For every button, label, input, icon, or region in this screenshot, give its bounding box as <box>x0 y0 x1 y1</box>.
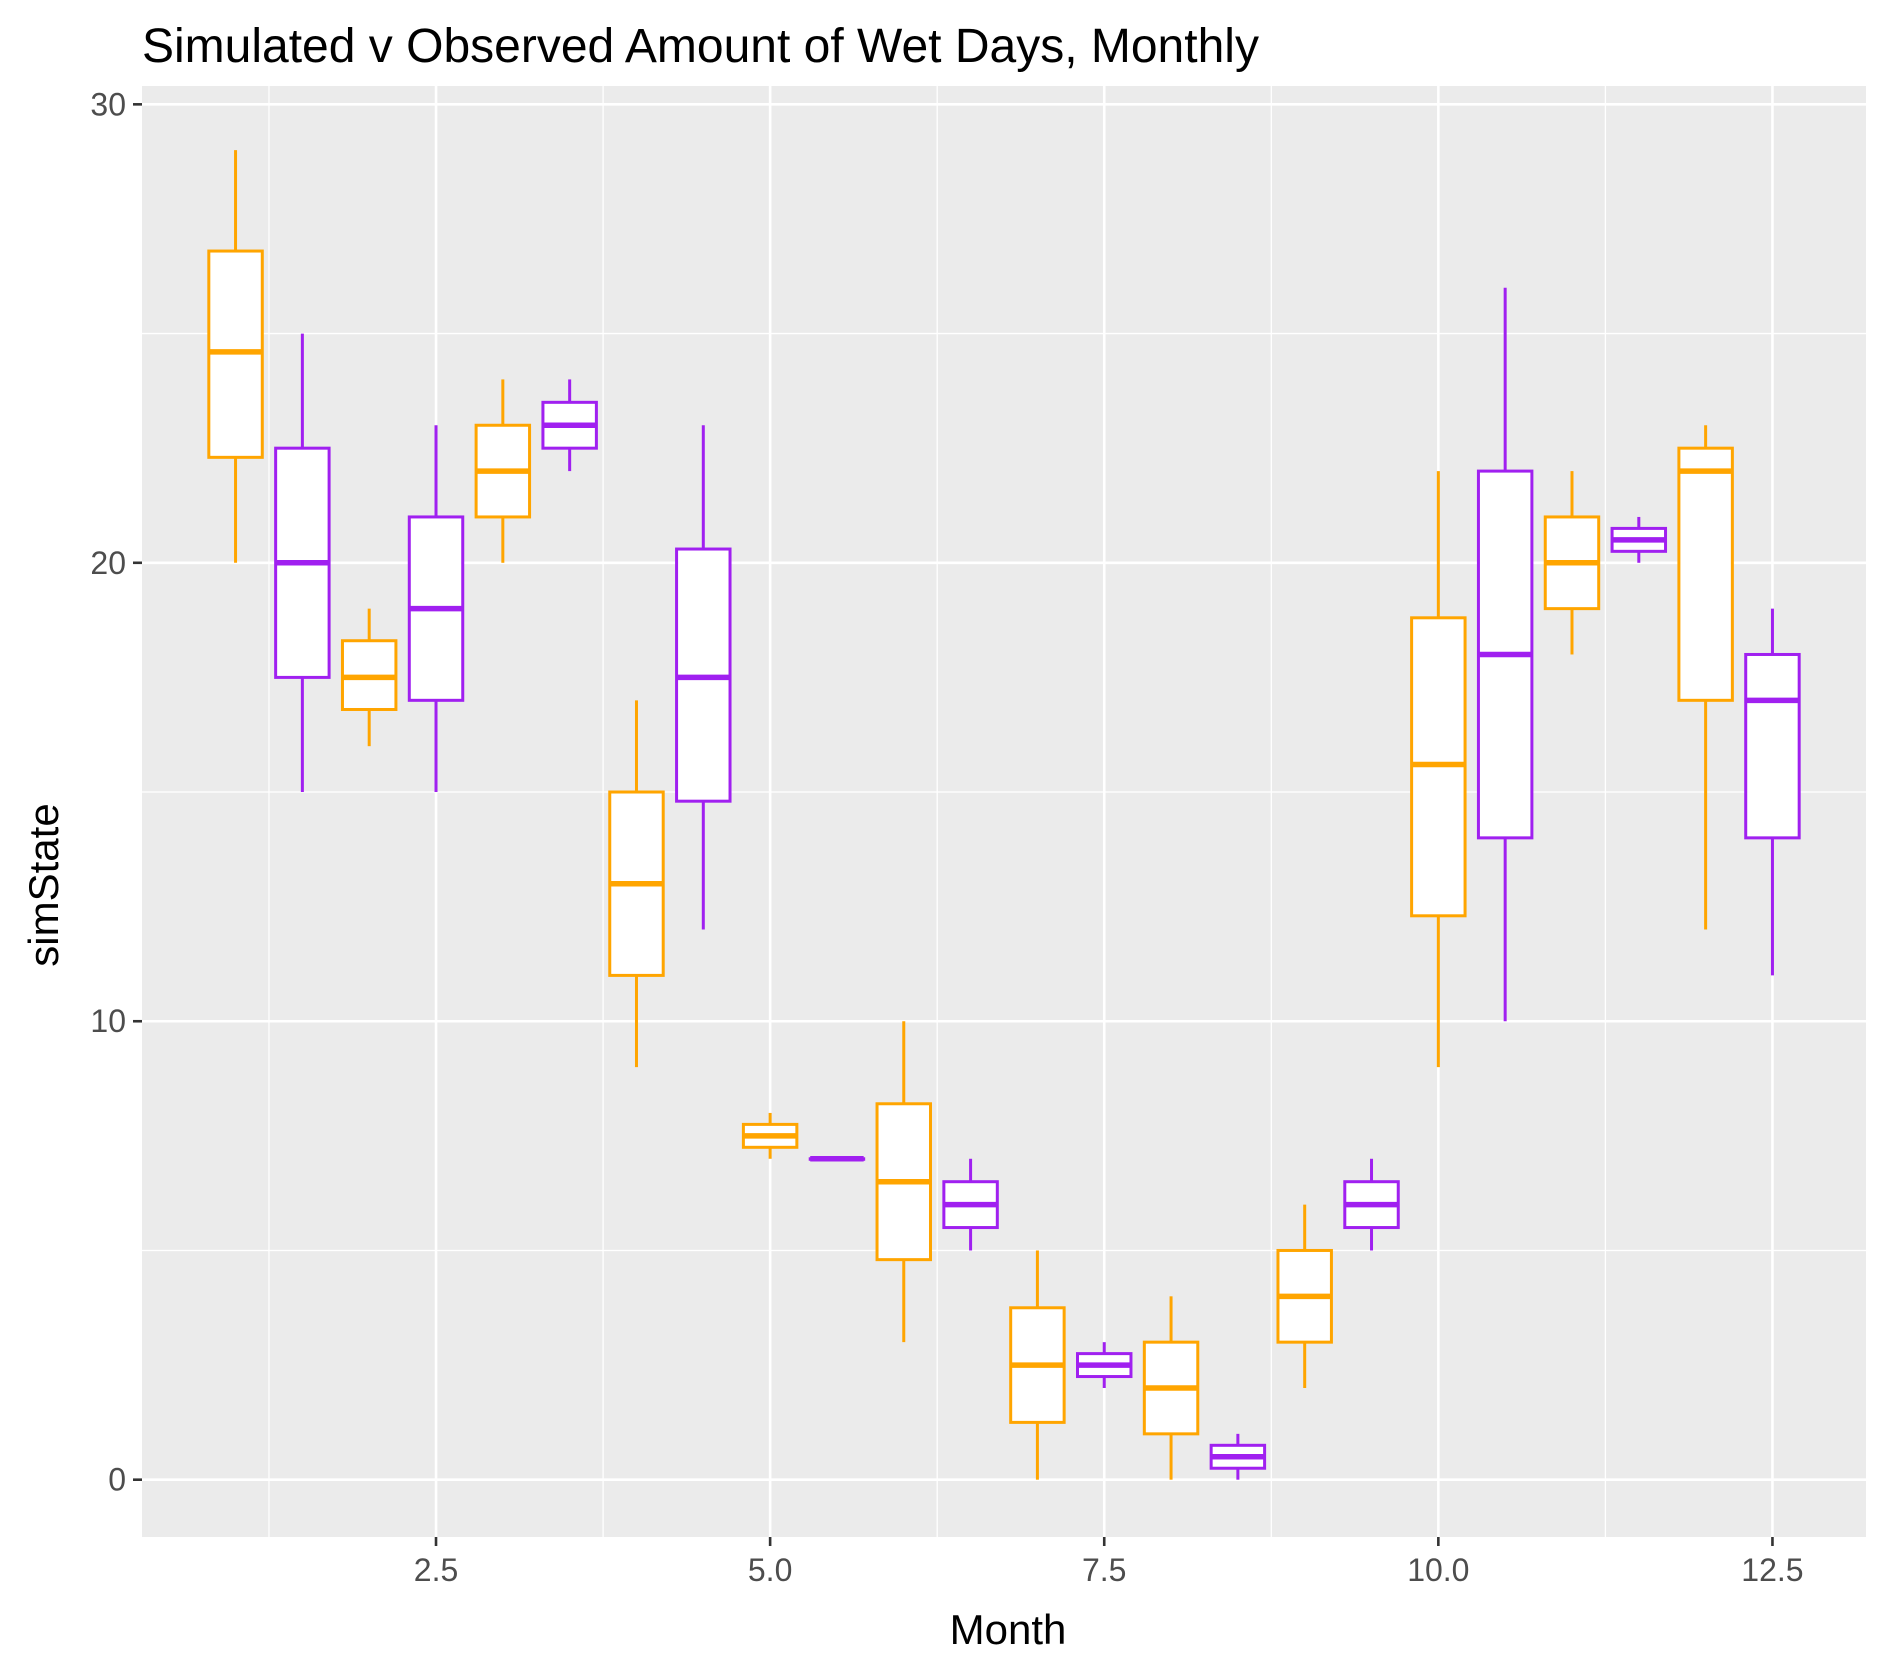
chart-title: Simulated v Observed Amount of Wet Days,… <box>142 20 1259 73</box>
box <box>1410 471 1467 1068</box>
box <box>1076 1342 1133 1389</box>
box <box>1009 1250 1066 1480</box>
box <box>1142 1296 1200 1480</box>
box <box>1276 1204 1333 1389</box>
box <box>407 425 465 793</box>
box <box>274 333 331 793</box>
panel-background <box>142 86 1866 1537</box>
x-tick-label: 12.5 <box>1741 1552 1803 1588</box>
box <box>1209 1433 1267 1480</box>
box <box>875 1021 932 1343</box>
y-tick-label: 20 <box>90 545 126 581</box>
y-tick-label: 0 <box>108 1462 126 1498</box>
box <box>608 700 665 1068</box>
box <box>207 150 264 563</box>
box <box>675 425 732 930</box>
box <box>474 379 532 563</box>
box <box>808 1156 866 1162</box>
box-body <box>1677 446 1734 702</box>
x-tick-label: 2.5 <box>414 1552 458 1588</box>
x-tick-label: 5.0 <box>748 1552 792 1588</box>
box-series <box>207 150 1801 1480</box>
box <box>1476 287 1534 1022</box>
box <box>1744 608 1801 976</box>
x-axis-label: Month <box>950 1606 1067 1653</box>
box <box>1343 1158 1400 1251</box>
box <box>942 1158 999 1251</box>
box <box>541 379 598 472</box>
x-tick-label: 10.0 <box>1407 1552 1469 1588</box>
box <box>1677 425 1734 930</box>
box <box>1610 516 1668 563</box>
x-tick-label: 7.5 <box>1082 1552 1126 1588</box>
y-tick-label: 10 <box>90 1003 126 1039</box>
box <box>741 1112 799 1159</box>
box-body <box>1744 652 1801 840</box>
y-tick-label: 30 <box>90 86 126 122</box>
box <box>340 608 398 747</box>
y-axis-label: simState <box>20 803 67 966</box>
plot-panel <box>142 86 1866 1537</box>
box <box>1543 471 1601 655</box>
axes: 0 10 20 30 2.5 5.0 7.5 10.0 12.5 <box>90 86 1803 1588</box>
